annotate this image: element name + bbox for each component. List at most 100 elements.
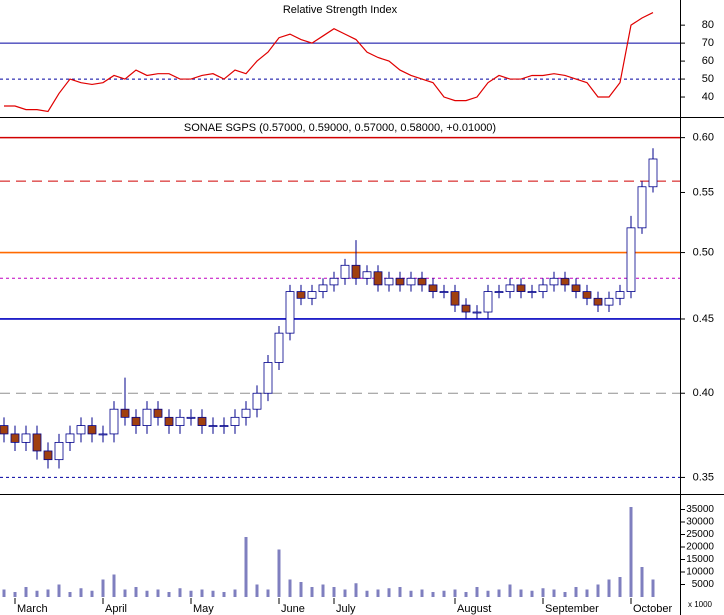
candle-body — [582, 291, 592, 299]
y-tick-label: 30000 — [686, 517, 714, 528]
volume-bar — [508, 584, 512, 597]
y-tick-label: 0.50 — [693, 246, 714, 258]
volume-bar — [376, 589, 380, 597]
volume-bar — [277, 549, 281, 597]
candle-body — [362, 271, 372, 279]
candle-body — [461, 304, 471, 313]
x-tick-label: October — [633, 603, 672, 615]
candle-body — [175, 416, 185, 426]
volume-bar — [57, 584, 61, 597]
volume-bar — [607, 579, 611, 597]
candle-body — [527, 291, 537, 293]
volume-bar — [354, 583, 358, 597]
volume-bar — [464, 592, 468, 597]
volume-bar — [530, 590, 534, 597]
candle-body — [186, 416, 196, 419]
candle-body — [32, 433, 42, 452]
volume-bar — [365, 590, 369, 597]
candle-body — [395, 277, 405, 286]
x-tick-label: September — [545, 603, 599, 615]
y-tick-label: 80 — [702, 19, 714, 31]
candle-body — [516, 284, 526, 292]
y-tick-label: 40 — [702, 91, 714, 103]
candle-body — [87, 425, 97, 435]
candle-body — [142, 408, 152, 426]
volume-bar — [541, 588, 545, 597]
volume-bar — [409, 590, 413, 597]
volume-bar — [13, 592, 17, 597]
candle-body — [406, 277, 416, 286]
candle-body — [549, 277, 559, 286]
volume-bar — [387, 588, 391, 597]
volume-bar — [442, 590, 446, 597]
candle-body — [120, 408, 130, 418]
candle-body — [10, 433, 20, 443]
candle-body — [98, 433, 108, 436]
volume-bar — [640, 567, 644, 597]
volume-unit: x 1000 — [688, 600, 713, 609]
y-tick-label: 5000 — [692, 579, 715, 590]
volume-bar — [2, 589, 6, 597]
volume-bar — [299, 582, 303, 597]
volume-bar — [519, 589, 523, 597]
volume-bar — [68, 592, 72, 597]
volume-bar — [112, 574, 116, 597]
x-tick-label: June — [281, 603, 305, 615]
volume-bar — [486, 590, 490, 597]
volume-bar — [585, 589, 589, 597]
volume-bar — [233, 589, 237, 597]
candle-body — [307, 291, 317, 299]
candle-body — [197, 416, 207, 426]
y-tick-label: 50 — [702, 73, 714, 85]
y-tick-label: 0.55 — [693, 186, 714, 198]
candle-body — [340, 264, 350, 279]
y-tick-label: 0.35 — [693, 471, 714, 483]
candle-body — [109, 408, 119, 435]
candle-body — [351, 264, 361, 279]
candle-body — [637, 186, 647, 229]
candle-body — [593, 297, 603, 306]
volume-bar — [343, 589, 347, 597]
x-tick-label: May — [193, 603, 214, 615]
candle-body — [43, 450, 53, 461]
volume-bar — [156, 589, 160, 597]
volume-bar — [178, 588, 182, 597]
volume-bar — [332, 587, 336, 597]
y-tick-label: 25000 — [686, 529, 714, 540]
candle-body — [538, 284, 548, 292]
candle-body — [571, 284, 581, 292]
volume-bar — [288, 579, 292, 597]
candle-body — [648, 158, 658, 188]
volume-bar — [90, 590, 94, 597]
y-tick-label: 35000 — [686, 504, 714, 515]
x-tick-label: July — [336, 603, 356, 615]
volume-bar — [145, 590, 149, 597]
candle-body — [417, 277, 427, 286]
volume-bar — [222, 592, 226, 597]
volume-bar — [563, 592, 567, 597]
volume-bar — [134, 587, 138, 597]
candle-body — [285, 291, 295, 334]
candle-body — [472, 311, 482, 314]
y-tick-label: 60 — [702, 55, 714, 67]
volume-bar — [453, 589, 457, 597]
candle-body — [241, 408, 251, 418]
volume-bar — [101, 579, 105, 597]
volume-bar — [266, 589, 270, 597]
y-tick-label: 15000 — [686, 554, 714, 565]
candle-body — [615, 291, 625, 299]
candle-body — [505, 284, 515, 292]
volume-bar — [46, 589, 50, 597]
candle-body — [131, 416, 141, 426]
y-tick-label: 20000 — [686, 542, 714, 553]
volume-bar — [431, 592, 435, 597]
volume-bar — [244, 537, 248, 597]
candle-body — [373, 271, 383, 286]
volume-bar — [35, 590, 39, 597]
price-title: SONAE SGPS (0.57000, 0.59000, 0.57000, 0… — [184, 122, 496, 134]
candle-body — [483, 291, 493, 313]
volume-bar — [618, 577, 622, 597]
volume-bar — [79, 588, 83, 597]
candle-body — [230, 416, 240, 426]
